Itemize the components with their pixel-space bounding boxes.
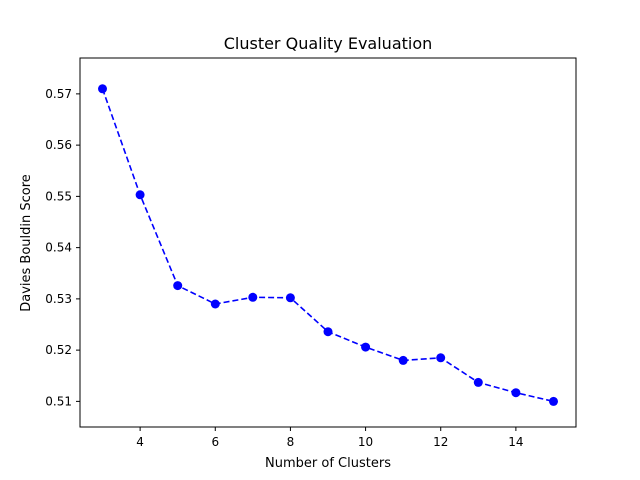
x-tick-label-8: 8 (287, 435, 295, 449)
y-tick-label-0.55: 0.55 (45, 189, 72, 203)
axes-layer: 4 6 8 10 12 14 0.51 0.52 0.53 0.54 0.55 0.56 0.57 (45, 57, 577, 449)
y-tick-label-0.54: 0.54 (45, 241, 72, 255)
data-point-5 (173, 281, 183, 291)
x-tick-label-12: 12 (433, 435, 448, 449)
y-tick-label-0.53: 0.53 (45, 292, 72, 306)
y-axis-title: Davies Bouldin Score (19, 174, 34, 312)
data-point-7 (248, 292, 258, 302)
y-tick-label-0.56: 0.56 (45, 138, 72, 152)
y-tick-label-0.57: 0.57 (45, 87, 72, 101)
data-point-11 (398, 355, 408, 365)
x-axis-title: Number of Clusters (265, 456, 391, 471)
data-point-6 (210, 299, 220, 309)
plot-layer (98, 84, 558, 406)
data-point-13 (473, 377, 483, 387)
data-point-10 (361, 342, 371, 352)
data-point-3 (98, 84, 107, 94)
y-tick-label-0.51: 0.51 (45, 394, 72, 408)
data-point-12 (436, 353, 446, 363)
axes-frame (79, 57, 577, 428)
x-tick-label-10: 10 (358, 435, 373, 449)
data-point-4 (135, 190, 145, 200)
data-point-8 (285, 293, 295, 303)
data-point-14 (511, 388, 521, 398)
data-point-9 (323, 327, 333, 337)
data-point-15 (549, 396, 558, 406)
chart-title: Cluster Quality Evaluation (224, 34, 433, 53)
x-tick-label-6: 6 (211, 435, 219, 449)
series-line-0 (101, 88, 554, 403)
y-tick-label-0.52: 0.52 (45, 343, 72, 357)
x-tick-label-14: 14 (508, 435, 523, 449)
x-tick-label-4: 4 (136, 435, 144, 449)
